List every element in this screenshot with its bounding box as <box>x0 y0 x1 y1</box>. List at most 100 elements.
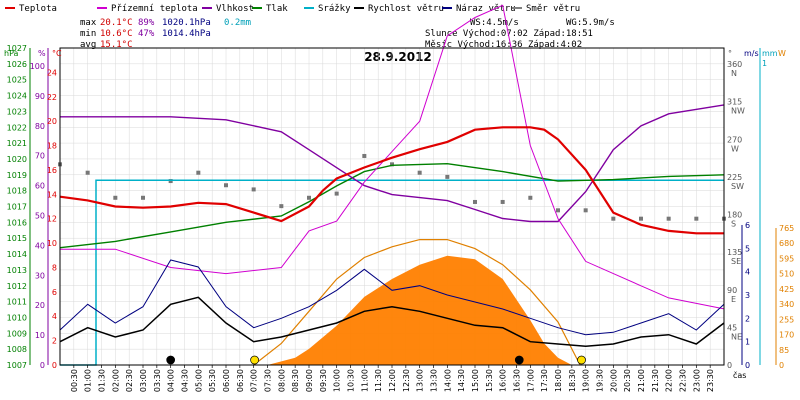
direction-tick-compass: N <box>731 69 737 78</box>
hpa-tick-label: 1014 <box>7 250 27 259</box>
x-tick-label: 13:30 <box>430 369 439 392</box>
x-tick-label: 03:00 <box>139 369 148 392</box>
x-tick-label: 02:30 <box>125 369 134 392</box>
hpa-tick-label: 1011 <box>7 298 27 307</box>
x-axis-unit: čas <box>733 370 746 380</box>
x-tick-label: 16:30 <box>513 369 522 392</box>
direction-tick-compass: E <box>731 295 736 304</box>
direction-tick-compass: NW <box>731 107 745 116</box>
stat-avg-temp: 15.1°C <box>100 40 133 50</box>
hpa-tick-label: 1020 <box>7 155 27 164</box>
temp-tick-label: 0 <box>52 361 57 370</box>
axis-unit-hpa: hPa <box>4 49 19 58</box>
temp-tick-label: 12 <box>47 215 57 224</box>
wind-direction-point <box>390 162 394 167</box>
x-tick-label: 22:00 <box>665 369 674 392</box>
ms-tick-label: 5 <box>745 244 750 253</box>
pct-tick-label: 80 <box>35 122 45 131</box>
wind-direction-point <box>85 170 90 175</box>
ms-tick-label: 1 <box>745 338 750 347</box>
pct-tick-label: 40 <box>35 241 45 250</box>
axis-unit-mm: mm <box>762 49 778 58</box>
wind-direction-point <box>224 183 228 188</box>
direction-tick-label: 315 <box>727 98 742 107</box>
axis-unit-w: W <box>778 49 786 58</box>
w-tick-label: 425 <box>779 285 794 294</box>
ms-tick-label: 4 <box>745 268 750 277</box>
legend: Teplota Přízemní teplota Vlhkost Tlak Srážky… <box>5 4 580 14</box>
wind-direction-point <box>334 191 339 196</box>
x-tick-label: 03:30 <box>153 369 162 392</box>
wind-direction-point <box>583 208 588 213</box>
mm-tick-label: 1 <box>762 59 767 68</box>
hpa-tick-label: 1012 <box>7 282 27 291</box>
w-tick-label: 595 <box>779 254 794 263</box>
x-tick-label: 02:00 <box>111 369 120 392</box>
stat-moon: Měsíc Východ:16:36 Západ:4:02 <box>425 40 582 50</box>
x-tick-label: 06:00 <box>222 369 231 392</box>
hpa-tick-label: 1016 <box>7 218 27 227</box>
stat-min-press: 1014.4hPa <box>162 29 211 39</box>
x-tick-label: 08:30 <box>291 369 300 392</box>
wind-direction-point <box>528 195 533 200</box>
x-tick-label: 05:00 <box>194 369 203 392</box>
temp-tick-label: 20 <box>47 117 57 126</box>
x-tick-label: 23:00 <box>692 369 701 392</box>
hpa-tick-label: 1015 <box>7 234 27 243</box>
x-tick-label: 15:00 <box>471 369 480 392</box>
axis-unit-pct: % <box>38 49 46 58</box>
temp-tick-label: 24 <box>47 68 57 77</box>
w-tick-label: 680 <box>779 239 794 248</box>
wind-direction-point <box>251 187 256 192</box>
w-tick-label: 85 <box>779 346 789 355</box>
hpa-tick-label: 1007 <box>7 361 27 370</box>
sunset-marker <box>577 355 586 365</box>
w-tick-label: 765 <box>779 224 794 233</box>
axis-unit-temp: °C <box>52 49 62 58</box>
temp-tick-label: 14 <box>47 190 57 199</box>
wind-direction-point <box>417 170 422 175</box>
pct-tick-label: 10 <box>35 331 45 340</box>
direction-tick-label: 360 <box>727 60 742 69</box>
legend-label: Teplota <box>19 4 57 14</box>
direction-tick-label: 270 <box>727 135 742 144</box>
x-tick-label: 20:00 <box>609 369 618 392</box>
pct-tick-label: 60 <box>35 182 45 191</box>
direction-tick-compass: NE <box>731 332 742 341</box>
humidity-line <box>60 104 725 223</box>
direction-tick-label: 90 <box>727 286 737 295</box>
direction-tick-label: 0 <box>727 361 732 370</box>
x-tick-label: 01:00 <box>84 369 93 392</box>
x-tick-label: 07:00 <box>250 369 259 392</box>
x-tick-label: 18:30 <box>568 369 577 392</box>
hpa-tick-label: 1009 <box>7 329 27 338</box>
hpa-tick-label: 1027 <box>7 44 27 53</box>
hpa-tick-label: 1019 <box>7 171 27 180</box>
direction-tick-compass: SE <box>731 257 741 266</box>
x-tick-label: 06:30 <box>236 369 245 392</box>
temp-tick-label: 2 <box>52 337 57 346</box>
stat-max-press: 1020.1hPa <box>162 18 211 28</box>
axis-unit-ms: m/s <box>744 49 759 58</box>
pressure-line <box>59 162 725 249</box>
wind-direction-point <box>168 179 173 184</box>
wind-direction-point <box>611 216 616 221</box>
temp-tick-label: 6 <box>52 288 57 297</box>
x-tick-label: 14:30 <box>457 369 466 392</box>
wind-direction-point <box>196 170 201 175</box>
wind-direction-point <box>666 216 671 221</box>
legend-label: Tlak <box>266 4 288 14</box>
stat-avg-label: avg <box>80 40 96 50</box>
ms-tick-label: 6 <box>745 221 750 230</box>
hpa-tick-label: 1018 <box>7 187 27 196</box>
hpa-tick-label: 1021 <box>7 139 27 148</box>
x-tick-label: 20:30 <box>623 369 632 392</box>
x-tick-label: 09:00 <box>305 369 314 392</box>
wind-direction-point <box>141 195 145 200</box>
direction-tick-label: 225 <box>727 173 742 182</box>
stat-min-hum: 47% <box>138 29 155 39</box>
sunrise-marker <box>250 355 259 365</box>
x-tick-label: 14:00 <box>443 369 452 392</box>
stats-panel: max 20.1°C 89% 1020.1hPa 0.2mm min 10.6°C 47% 10… <box>80 18 615 50</box>
